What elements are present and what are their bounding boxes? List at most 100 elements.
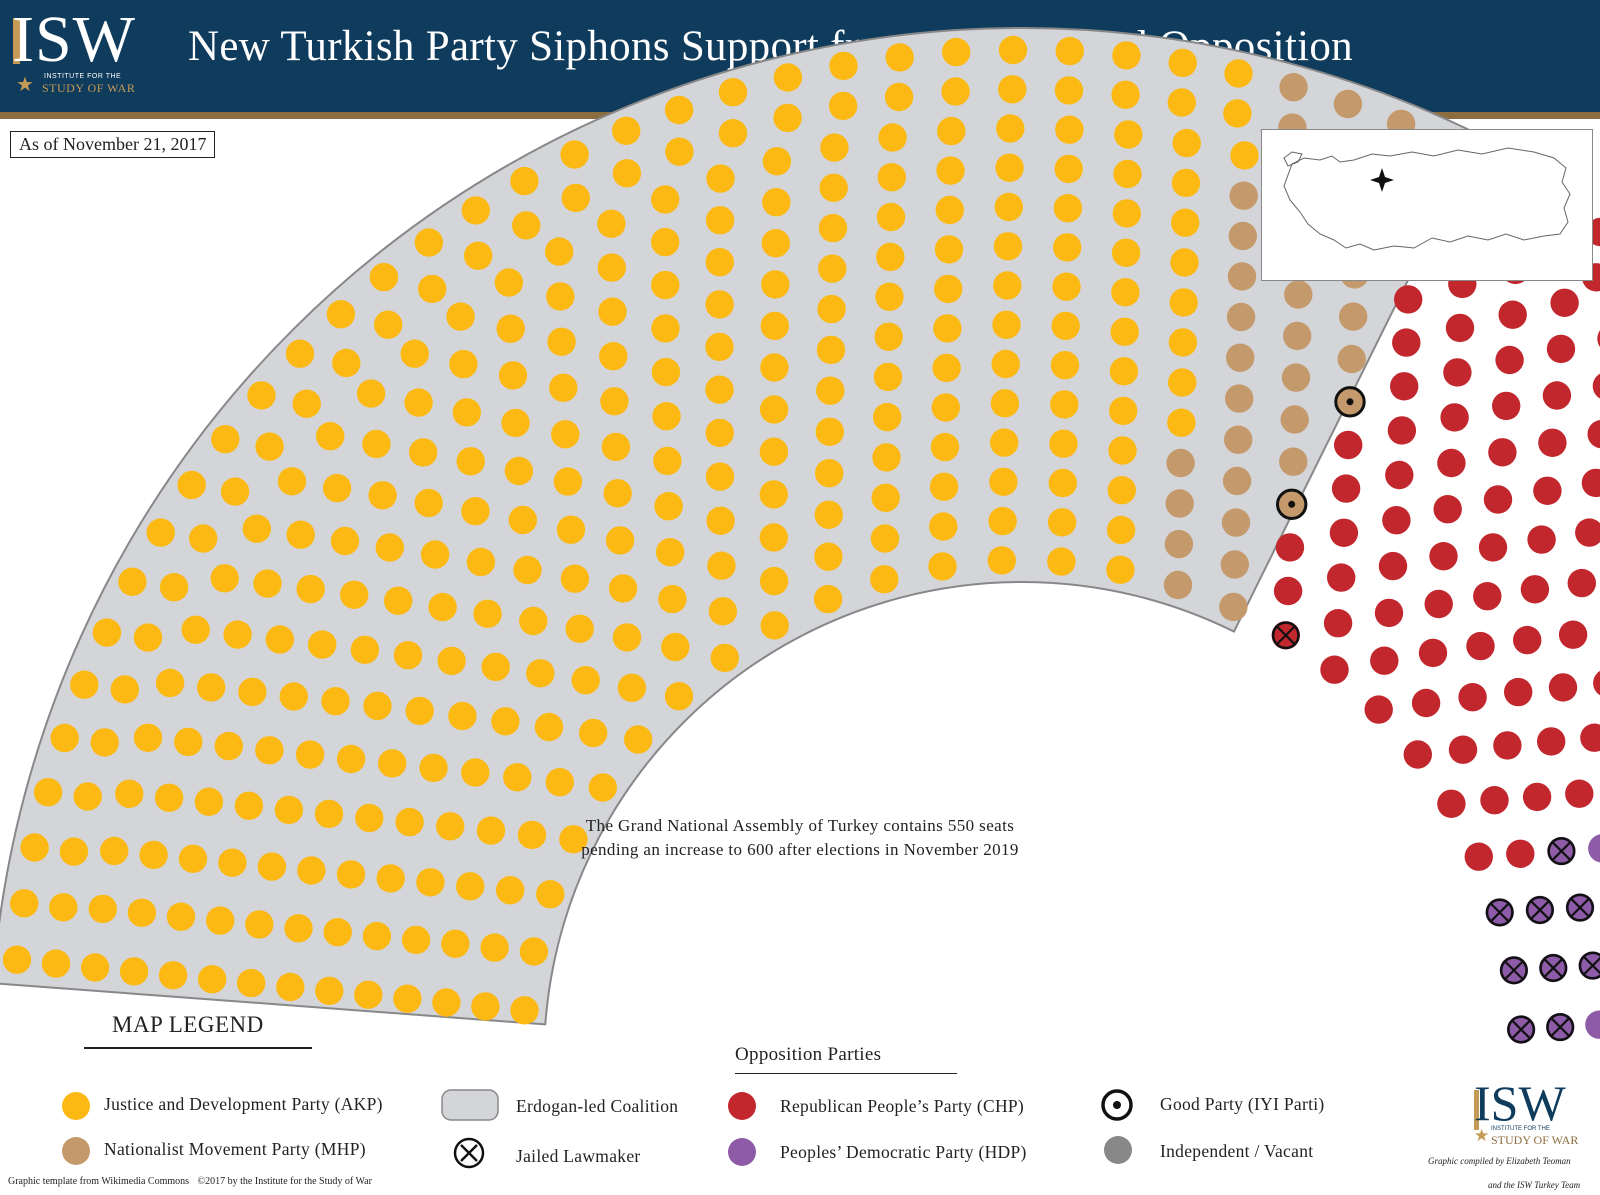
seat-akp (933, 314, 962, 343)
seat-chp (1273, 576, 1303, 606)
seat-akp (998, 75, 1027, 104)
seat-akp (118, 567, 147, 596)
seat-akp (285, 339, 315, 368)
seat-akp (414, 228, 444, 257)
seat-chp (1522, 782, 1552, 812)
seat-akp (934, 235, 964, 264)
seat-chp (1418, 638, 1448, 668)
seat-akp (816, 376, 845, 405)
seat-akp (708, 597, 738, 626)
seat-akp (597, 209, 626, 238)
seat-iyi-dot (1288, 500, 1296, 508)
seat-mhp (1227, 262, 1257, 291)
seat-akp (988, 506, 1017, 536)
seat-akp (761, 270, 790, 299)
legend-independent: Independent / Vacant (1160, 1141, 1314, 1161)
seat-akp (127, 898, 157, 927)
seat-akp (571, 666, 600, 695)
seat-akp (214, 731, 243, 761)
seat-chp (1565, 779, 1594, 808)
legend-akp: Justice and Development Party (AKP) (104, 1094, 383, 1114)
seat-akp (181, 615, 210, 644)
seat-akp (480, 933, 509, 962)
seat-akp (154, 783, 184, 812)
seat-jailed-ring (1546, 1013, 1575, 1042)
seat-chp (1329, 518, 1359, 547)
seat-akp (33, 778, 63, 807)
seat-akp (1111, 80, 1140, 110)
compiled-by-credit: Graphic compiled by Elizabeth Teoman (1428, 1156, 1571, 1166)
seat-chp (1424, 589, 1453, 619)
seat-akp (1053, 194, 1083, 223)
legend-coalition: Erdogan-led Coalition (516, 1096, 679, 1116)
seat-akp (512, 211, 541, 240)
seat-akp (658, 584, 687, 614)
seat-akp (257, 852, 287, 881)
seat-akp (369, 262, 399, 292)
seat-akp (991, 349, 1020, 379)
seat-akp (356, 379, 386, 408)
seat-mhp (1166, 448, 1195, 478)
seat-akp (664, 682, 694, 711)
seat-chp (1370, 646, 1399, 675)
seat-akp (296, 574, 325, 604)
seat-chp (1390, 372, 1419, 401)
seat-akp (1230, 141, 1259, 170)
seat-akp (155, 668, 185, 698)
seat-akp (1048, 468, 1078, 498)
seat-akp (873, 402, 902, 432)
seat-akp (579, 718, 608, 748)
seat-chp (1440, 403, 1469, 432)
seat-akp (255, 432, 284, 461)
seat-akp (88, 894, 118, 924)
seat-akp (996, 114, 1025, 143)
seat-akp (705, 248, 734, 277)
seat-akp (818, 213, 848, 243)
seat-akp (496, 314, 525, 343)
seat-akp (1054, 76, 1084, 105)
seat-chp (1429, 542, 1458, 571)
seat-chp (1443, 358, 1472, 387)
seat-akp (393, 984, 422, 1013)
seat-akp (612, 623, 642, 652)
seat-akp (661, 632, 690, 662)
seat-akp (363, 691, 392, 721)
seat-akp (41, 949, 71, 978)
seat-jailed-ring (1525, 896, 1554, 924)
seat-akp (276, 972, 305, 1002)
footer-logo-subtitle-1: INSTITUTE FOR THE (1491, 1126, 1550, 1132)
seat-mhp (1279, 447, 1308, 476)
seat-chp (1327, 563, 1356, 592)
seat-akp (876, 202, 906, 232)
seat-chp (1478, 533, 1508, 562)
seat-akp (1113, 159, 1142, 189)
seat-akp (223, 620, 252, 649)
seat-akp (559, 825, 588, 854)
seat-hdp (1578, 951, 1600, 980)
seat-chp (1495, 345, 1524, 375)
seat-akp (817, 294, 846, 324)
seat-akp (50, 723, 79, 753)
seat-jailed-cross (1583, 956, 1600, 976)
seat-akp (1049, 429, 1078, 458)
seat-akp (384, 586, 413, 615)
seat-akp (605, 526, 635, 555)
seat-akp (330, 526, 360, 556)
note-line-1: The Grand National Assembly of Turkey co… (585, 816, 1015, 835)
seat-chp (1533, 476, 1562, 505)
seat-akp (1168, 48, 1197, 78)
seat-akp (321, 687, 350, 716)
seat-akp (560, 564, 590, 593)
seat-akp (871, 483, 900, 512)
seat-akp (441, 929, 470, 958)
seat-akp (870, 565, 899, 594)
seat-akp (510, 166, 539, 196)
seat-mhp (1221, 508, 1251, 537)
seat-akp (211, 425, 240, 454)
seat-akp (354, 980, 383, 1009)
seat-akp (884, 82, 914, 112)
seat-akp (1108, 436, 1137, 465)
seat-akp (547, 327, 576, 356)
seat-akp (819, 173, 848, 202)
